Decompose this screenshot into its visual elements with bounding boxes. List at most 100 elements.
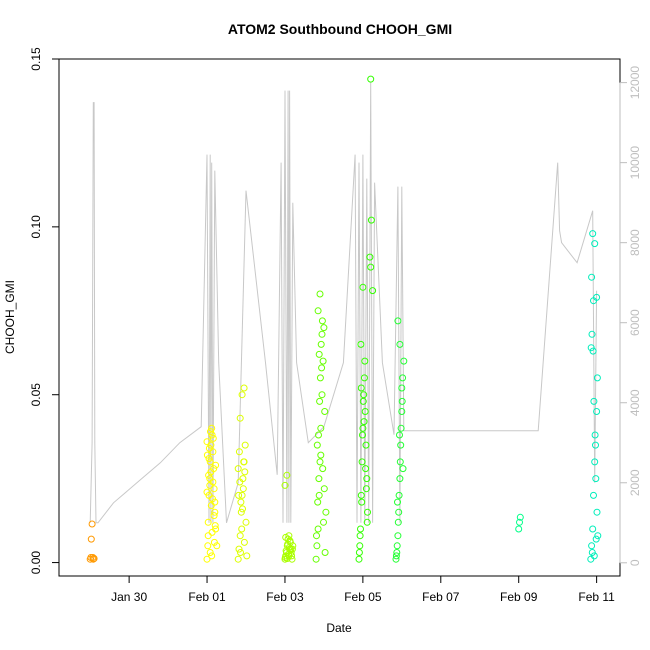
data-point (361, 357, 369, 365)
data-point (319, 357, 327, 365)
x-tick-label: Feb 03 (266, 590, 304, 604)
data-point (590, 552, 598, 560)
data-point (593, 374, 601, 382)
data-point (398, 384, 406, 392)
data-point (592, 475, 600, 483)
data-point (235, 491, 243, 499)
data-point (234, 555, 242, 563)
y-tick-label: 0.15 (29, 47, 43, 71)
data-point (591, 458, 599, 466)
x-tick-label: Jan 30 (111, 590, 147, 604)
data-point (203, 488, 211, 496)
data-point (209, 495, 216, 503)
data-point (594, 532, 602, 540)
data-point (359, 431, 366, 439)
data-point (367, 263, 375, 271)
data-point (356, 542, 364, 550)
data-point (283, 471, 291, 479)
y-axis: 0.00 0.05 0.10 0.15 (29, 47, 60, 574)
data-point (89, 555, 97, 563)
data-point (394, 532, 402, 540)
data-point (241, 441, 249, 449)
data-point (283, 555, 291, 562)
data-point (242, 518, 250, 526)
data-point (396, 458, 404, 466)
data-point (237, 549, 244, 556)
data-point (288, 545, 296, 553)
x-tick-label: Feb 05 (344, 590, 382, 604)
data-point (394, 317, 402, 325)
data-point (237, 508, 245, 516)
data-point (313, 441, 321, 449)
data-point (396, 340, 404, 348)
data-point (396, 431, 403, 439)
data-point (237, 498, 245, 506)
data-point (588, 542, 596, 550)
data-point (590, 397, 598, 405)
data-point (204, 518, 212, 526)
data-point (592, 535, 600, 543)
data-point (236, 478, 244, 486)
data-point (355, 549, 363, 556)
altitude-line (89, 82, 598, 524)
data-point (205, 455, 213, 462)
y2-tick-label: 6000 (628, 309, 642, 336)
y2-tick-label: 4000 (628, 389, 642, 416)
data-point (207, 502, 215, 509)
data-point (316, 290, 324, 298)
data-point (317, 451, 325, 459)
data-point (210, 538, 218, 546)
data-point (312, 555, 320, 563)
data-point (394, 498, 401, 506)
chart-title: ATOM2 Southbound CHOOH_GMI (228, 21, 452, 37)
data-point (363, 475, 371, 483)
data-point (357, 525, 364, 533)
data-point (243, 552, 251, 560)
data-point (366, 253, 374, 261)
data-point (206, 458, 214, 466)
data-point (395, 491, 403, 499)
data-point (397, 424, 405, 432)
data-point (87, 535, 95, 543)
y-axis-label: CHOOH_GMI (3, 280, 17, 354)
data-point (592, 441, 599, 449)
data-point (590, 297, 597, 305)
data-point (210, 485, 218, 493)
data-point (362, 465, 370, 473)
x-tick-label: Feb 07 (422, 590, 460, 604)
data-point (319, 465, 327, 473)
data-point (203, 555, 211, 563)
data-point (238, 491, 246, 499)
y2-tick-label: 12000 (628, 66, 642, 100)
data-point (367, 216, 375, 224)
points-layer (86, 75, 602, 563)
x-tick-label: Feb 01 (188, 590, 226, 604)
data-point (210, 512, 218, 520)
x-tick-label: Feb 09 (500, 590, 538, 604)
data-point (288, 555, 296, 563)
data-point (208, 424, 216, 432)
data-point (320, 518, 327, 526)
data-point (206, 481, 214, 489)
y-tick-label: 0.05 (29, 383, 43, 407)
data-point (240, 538, 248, 546)
data-point (589, 525, 597, 533)
x-axis-label: Date (326, 621, 352, 635)
data-point (318, 391, 326, 399)
data-point (318, 364, 326, 372)
data-point (316, 458, 324, 466)
data-point (235, 545, 243, 553)
data-point (593, 408, 601, 415)
data-point (590, 491, 597, 499)
data-point (359, 397, 367, 405)
data-point (315, 491, 323, 499)
data-point (396, 475, 404, 483)
data-point (589, 230, 597, 238)
data-point (591, 240, 599, 248)
data-point (90, 555, 98, 562)
data-point (357, 384, 365, 392)
data-point (316, 397, 324, 405)
data-point (359, 424, 367, 432)
data-point (239, 485, 247, 493)
